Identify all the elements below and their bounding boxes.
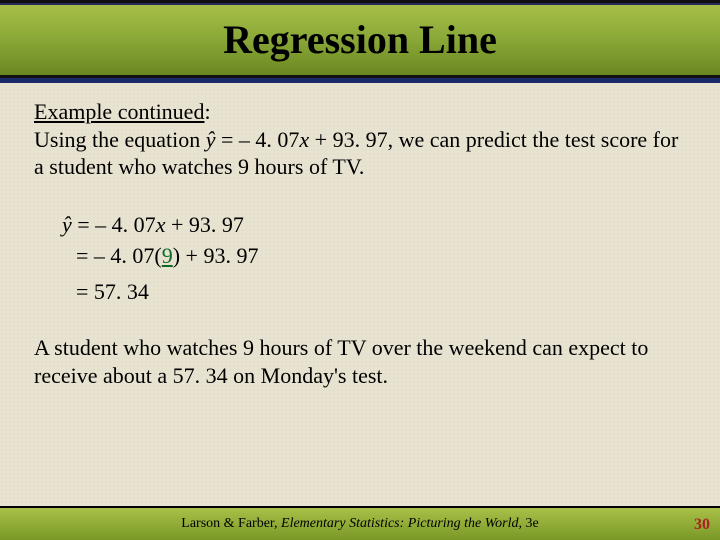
yhat-symbol: ŷ [206,127,216,152]
calc-line-3: = 57. 34 [76,276,686,308]
slide: Regression Line Example continued: Using… [0,0,720,540]
intro-paragraph: Using the equation ŷ = – 4. 07x + 93. 97… [34,126,686,181]
example-label: Example continued [34,99,204,124]
footer-edition: , 3e [518,516,538,531]
calc-line-2: = – 4. 07(9) + 93. 97 [76,240,686,272]
calc1-x: x [156,212,166,237]
intercept-value: 93. 97 [333,127,388,152]
footer-book-title: Elementary Statistics: Picturing the Wor… [281,516,518,531]
footer-citation: Larson & Farber, Elementary Statistics: … [181,516,538,532]
calc2-a: = – 4. 07( [76,243,162,268]
footer-author: Larson & Farber, [181,516,281,531]
eq-mid1: = [215,127,238,152]
calc-yhat: ŷ [62,212,72,237]
calc-line-1: ŷ = – 4. 07x + 93. 97 [62,209,686,241]
page-number: 30 [694,516,710,534]
calc2-b: ) + 93. 97 [173,243,259,268]
example-intro: Example continued: [34,98,686,126]
footer-bar: Larson & Farber, Elementary Statistics: … [0,506,720,540]
slope-value: – 4. 07 [239,127,300,152]
colon: : [204,99,210,124]
slide-title: Regression Line [223,16,497,63]
intro-prefix: Using the equation [34,127,206,152]
content-area: Example continued: Using the equation ŷ … [0,78,720,389]
eq-mid2: + [309,127,332,152]
calc1-b: = – 4. 07 [72,212,156,237]
title-bar: Regression Line [0,0,720,78]
calculation-block: ŷ = – 4. 07x + 93. 97 = – 4. 07(9) + 93.… [62,209,686,309]
substituted-nine: 9 [162,243,173,268]
calc1-d: + 93. 97 [165,212,243,237]
x-var: x [299,127,309,152]
conclusion-paragraph: A student who watches 9 hours of TV over… [34,334,686,389]
